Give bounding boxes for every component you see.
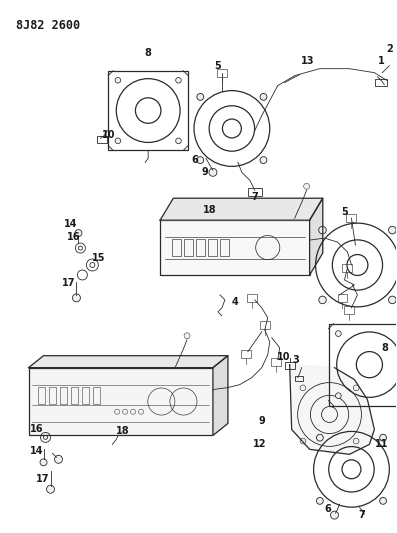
Polygon shape bbox=[213, 356, 228, 435]
Text: 8: 8 bbox=[145, 48, 152, 58]
Bar bbox=[271, 358, 281, 366]
Bar bbox=[347, 214, 357, 222]
Circle shape bbox=[260, 157, 267, 164]
Bar bbox=[196, 239, 205, 256]
Text: 9: 9 bbox=[258, 416, 265, 426]
Text: 7: 7 bbox=[358, 510, 365, 520]
Text: 14: 14 bbox=[30, 446, 43, 456]
Circle shape bbox=[316, 497, 323, 504]
Bar bbox=[93, 386, 100, 403]
Circle shape bbox=[335, 393, 341, 399]
Circle shape bbox=[176, 138, 181, 143]
Circle shape bbox=[389, 227, 396, 234]
Bar bbox=[247, 294, 257, 302]
Bar bbox=[184, 239, 193, 256]
Text: 18: 18 bbox=[203, 205, 217, 215]
Circle shape bbox=[300, 385, 306, 391]
Circle shape bbox=[75, 230, 82, 237]
Bar bbox=[241, 350, 251, 358]
Circle shape bbox=[46, 485, 54, 493]
Circle shape bbox=[331, 511, 339, 519]
Text: 12: 12 bbox=[253, 439, 266, 449]
Circle shape bbox=[304, 183, 310, 189]
Bar bbox=[376, 79, 387, 86]
Circle shape bbox=[300, 438, 306, 444]
Text: 3: 3 bbox=[292, 354, 299, 365]
Circle shape bbox=[316, 434, 323, 441]
Bar bbox=[29, 368, 213, 435]
Circle shape bbox=[197, 93, 204, 100]
Circle shape bbox=[335, 331, 341, 336]
Text: 17: 17 bbox=[36, 474, 49, 484]
Text: 16: 16 bbox=[67, 232, 80, 242]
Circle shape bbox=[353, 438, 359, 444]
Text: 10: 10 bbox=[102, 131, 115, 141]
Bar bbox=[49, 386, 56, 403]
Text: 17: 17 bbox=[62, 278, 75, 288]
Bar bbox=[82, 386, 89, 403]
Text: 5: 5 bbox=[214, 61, 221, 71]
Text: 8J82 2600: 8J82 2600 bbox=[15, 19, 80, 32]
Circle shape bbox=[54, 455, 62, 463]
Circle shape bbox=[176, 77, 181, 83]
Circle shape bbox=[72, 294, 81, 302]
Bar bbox=[220, 239, 229, 256]
Bar bbox=[260, 321, 270, 329]
Bar bbox=[160, 220, 310, 275]
Text: 18: 18 bbox=[116, 426, 129, 437]
Text: 9: 9 bbox=[202, 167, 208, 177]
Circle shape bbox=[115, 77, 121, 83]
Bar bbox=[71, 386, 78, 403]
Circle shape bbox=[40, 459, 47, 466]
Text: 16: 16 bbox=[30, 424, 43, 434]
Bar bbox=[60, 386, 67, 403]
Text: 11: 11 bbox=[375, 439, 388, 449]
Text: 1: 1 bbox=[378, 56, 385, 66]
Bar bbox=[285, 362, 295, 369]
Polygon shape bbox=[160, 198, 323, 220]
Circle shape bbox=[260, 93, 267, 100]
Text: 6: 6 bbox=[192, 156, 198, 165]
Circle shape bbox=[197, 157, 204, 164]
Bar bbox=[295, 376, 303, 381]
Circle shape bbox=[380, 434, 386, 441]
Text: 14: 14 bbox=[64, 219, 77, 229]
Bar bbox=[329, 324, 397, 406]
Text: 8: 8 bbox=[381, 343, 388, 353]
Bar bbox=[337, 294, 347, 302]
Text: 4: 4 bbox=[231, 297, 238, 307]
Bar bbox=[97, 136, 107, 143]
Text: 6: 6 bbox=[324, 504, 331, 514]
Bar bbox=[172, 239, 181, 256]
Bar bbox=[208, 239, 217, 256]
Circle shape bbox=[115, 138, 121, 143]
Polygon shape bbox=[310, 198, 323, 275]
Text: 7: 7 bbox=[251, 192, 258, 202]
Bar bbox=[38, 386, 45, 403]
Text: 15: 15 bbox=[92, 253, 105, 263]
Circle shape bbox=[319, 227, 326, 234]
Bar bbox=[345, 306, 355, 314]
Circle shape bbox=[209, 168, 217, 176]
Text: 2: 2 bbox=[386, 44, 393, 54]
Text: 13: 13 bbox=[301, 56, 314, 66]
Bar bbox=[217, 69, 227, 77]
Circle shape bbox=[184, 333, 190, 339]
Circle shape bbox=[353, 385, 359, 391]
Bar bbox=[343, 264, 353, 272]
Circle shape bbox=[389, 296, 396, 304]
Text: 5: 5 bbox=[341, 207, 348, 217]
Polygon shape bbox=[290, 365, 374, 454]
Circle shape bbox=[380, 497, 386, 504]
Polygon shape bbox=[29, 356, 228, 368]
Bar bbox=[108, 71, 188, 150]
Bar bbox=[248, 188, 262, 196]
Circle shape bbox=[319, 296, 326, 304]
Text: 10: 10 bbox=[277, 352, 291, 362]
